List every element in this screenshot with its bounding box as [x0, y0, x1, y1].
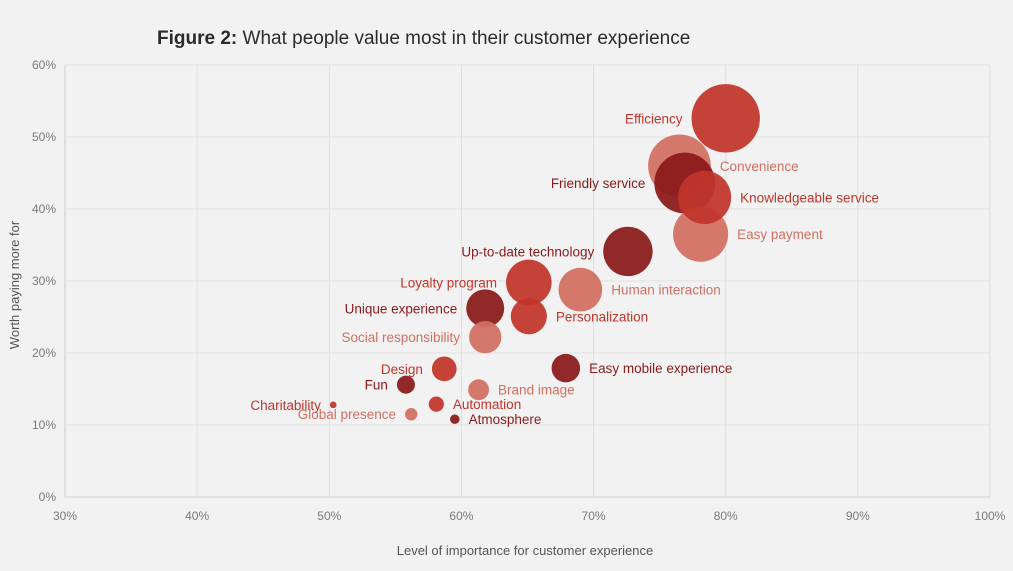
bubble-social-responsibility — [469, 321, 502, 354]
y-tick-label: 20% — [32, 346, 56, 360]
bubble-automation — [428, 396, 444, 412]
label-loyalty-program: Loyalty program — [400, 275, 497, 290]
label-efficiency: Efficiency — [625, 111, 683, 126]
label-charitability: Charitability — [250, 398, 321, 413]
y-axis-ticks: 0% 10% 20% 30% 40% 50% 60% — [32, 58, 56, 504]
label-atmosphere: Atmosphere — [469, 412, 542, 427]
label-easy-payment: Easy payment — [737, 227, 823, 242]
x-tick-label: 100% — [975, 509, 1006, 523]
y-axis-title: Worth paying more for — [7, 220, 22, 349]
chart-title-text: What people value most in their customer… — [242, 28, 691, 49]
chart-title: Figure 2: What people value most in thei… — [157, 28, 690, 50]
bubble-global-presence — [405, 408, 418, 421]
label-unique-experience: Unique experience — [345, 301, 458, 316]
bubble-loyalty-program — [506, 259, 552, 306]
label-global-presence: Global presence — [298, 407, 396, 422]
bubble-unique-experience — [466, 289, 505, 328]
label-social-responsibility: Social responsibility — [342, 330, 461, 345]
x-tick-label: 80% — [714, 509, 738, 523]
x-tick-label: 90% — [846, 509, 870, 523]
bubble-charitability — [329, 401, 337, 409]
label-up-to-date-technology: Up-to-date technology — [461, 244, 594, 259]
y-tick-label: 40% — [32, 202, 56, 216]
y-tick-label: 60% — [32, 58, 56, 72]
label-friendly-service: Friendly service — [551, 176, 646, 191]
x-tick-label: 60% — [449, 509, 473, 523]
x-axis-title: Level of importance for customer experie… — [397, 543, 654, 558]
x-tick-label: 70% — [582, 509, 606, 523]
grid — [64, 64, 991, 498]
y-tick-label: 0% — [39, 490, 57, 504]
x-tick-label: 50% — [317, 509, 341, 523]
x-axis-ticks: 30% 40% 50% 60% 70% 80% 90% 100% — [53, 509, 1006, 523]
label-fun: Fun — [365, 378, 388, 393]
label-human-interaction: Human interaction — [611, 283, 721, 298]
bubble-labels: Efficiency Convenience Friendly service Kno… — [250, 111, 879, 427]
x-tick-label: 30% — [53, 509, 77, 523]
y-tick-label: 10% — [32, 418, 56, 432]
label-automation: Automation — [453, 397, 521, 412]
label-easy-mobile-experience: Easy mobile experience — [589, 361, 732, 376]
bubble-design — [431, 356, 457, 382]
bubble-efficiency — [691, 84, 760, 153]
bubbles — [329, 84, 760, 424]
chart-title-prefix: Figure 2: — [157, 28, 238, 49]
bubble-personalization — [510, 298, 547, 335]
y-tick-label: 50% — [32, 130, 56, 144]
label-knowledgeable-service: Knowledgeable service — [740, 190, 879, 205]
bubble-brand-image — [468, 379, 490, 401]
bubble-knowledgeable-service — [677, 170, 732, 225]
label-design: Design — [381, 362, 423, 377]
y-tick-label: 30% — [32, 274, 56, 288]
bubble-fun — [396, 375, 415, 394]
x-tick-label: 40% — [185, 509, 209, 523]
bubble-atmosphere — [450, 414, 460, 424]
label-brand-image: Brand image — [498, 383, 575, 398]
bubble-easy-mobile-experience — [551, 353, 581, 383]
bubble-human-interaction — [558, 267, 603, 312]
label-personalization: Personalization — [556, 309, 648, 324]
label-convenience: Convenience — [720, 159, 799, 174]
bubble-up-to-date-technology — [603, 226, 653, 277]
